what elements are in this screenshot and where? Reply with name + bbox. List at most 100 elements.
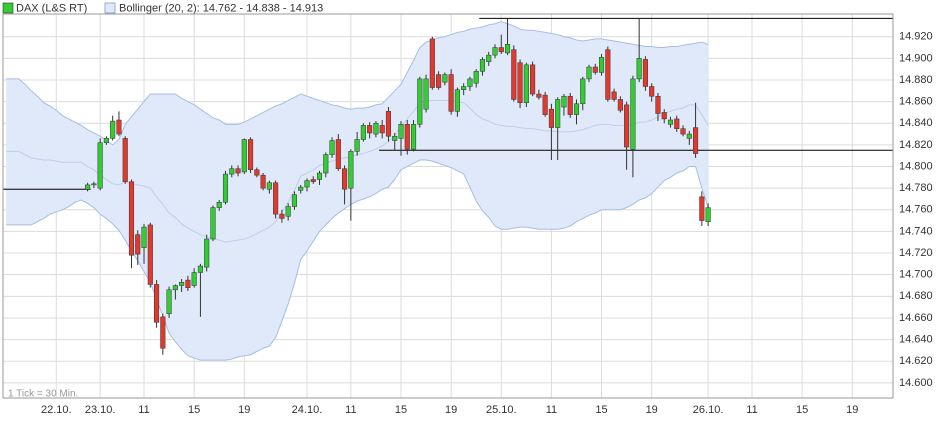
x-tick-label: 22.10. (41, 404, 72, 416)
candle-body (116, 119, 122, 135)
candle-body (298, 186, 304, 191)
candle-body (222, 173, 229, 203)
candle-body (160, 316, 166, 349)
candle-body (423, 78, 429, 110)
y-tick-label: 14.760 (899, 204, 933, 216)
candle-body (279, 213, 285, 219)
candle-body (273, 182, 279, 215)
candle-body (204, 238, 210, 268)
y-tick-label: 14.900 (899, 52, 933, 64)
candle-body (135, 234, 141, 255)
candle-body (241, 139, 247, 173)
candle-body (580, 78, 586, 105)
y-tick-label: 14.680 (899, 290, 933, 302)
candle-body (291, 194, 297, 207)
candle-body (141, 226, 147, 248)
candle-body (360, 125, 366, 140)
x-tick-label: 19 (445, 404, 457, 416)
y-tick-label: 14.740 (899, 225, 933, 237)
x-tick-label: 11 (746, 404, 757, 416)
candle-body (486, 54, 492, 62)
candle-body (630, 78, 636, 150)
y-tick-label: 14.820 (899, 139, 933, 151)
candle-body (110, 120, 116, 139)
candle-body (229, 168, 235, 175)
candle-body (479, 59, 486, 72)
candle-body (498, 47, 504, 53)
candle-body (492, 47, 498, 56)
x-tick-label: 11 (345, 404, 356, 416)
candle-body (310, 179, 316, 182)
plot-area: 14.600 14.620 14.640 14.660 14.680 14.700 14.7… (2, 13, 933, 416)
y-tick-label: 14.720 (899, 247, 933, 259)
candle-body (342, 168, 348, 190)
x-tick-label: 15 (595, 404, 607, 416)
candle-body (410, 124, 417, 150)
x-tick-label: 11 (546, 404, 557, 416)
candle-body (624, 104, 630, 148)
candle-body (636, 58, 642, 80)
x-tick-label: 19 (238, 404, 250, 416)
y-tick-label: 14.600 (899, 377, 933, 389)
candle-body (567, 95, 573, 115)
candle-body (103, 138, 109, 143)
candle-body (667, 119, 674, 125)
candle-body (504, 44, 511, 54)
candle-body (398, 124, 404, 139)
candle-body (367, 125, 373, 134)
candle-body (680, 128, 686, 135)
candle-body (605, 49, 611, 100)
candle-body (185, 279, 191, 288)
candle-body (655, 95, 661, 114)
candle-body (693, 127, 699, 154)
x-tick-label: 15 (395, 404, 407, 416)
candle-body (172, 285, 178, 291)
candle-body (128, 181, 135, 256)
band-lower (6, 159, 709, 361)
candle-body (147, 224, 153, 285)
candle-body (511, 49, 517, 100)
y-tick-label: 14.640 (899, 333, 933, 345)
candle-body (329, 140, 335, 155)
plot-border (2, 13, 894, 399)
legend-label: DAX (L&S RT) (16, 2, 87, 14)
candle-body (592, 66, 598, 73)
candle-body (323, 154, 329, 174)
x-tick-label: 15 (188, 404, 200, 416)
candle-body (335, 139, 341, 169)
candle-body (235, 168, 241, 174)
candle-body (686, 133, 692, 139)
candle-body (417, 78, 423, 125)
candle-body (442, 74, 448, 83)
candle-body (611, 91, 617, 100)
x-tick-label: 11 (138, 404, 149, 416)
candle-body (586, 66, 592, 80)
y-tick-label: 14.620 (899, 355, 933, 367)
y-tick-label: 14.860 (899, 96, 933, 108)
x-tick-label: 24.10. (292, 404, 323, 416)
x-tick-label: 23.10. (85, 404, 116, 416)
candle-body (285, 206, 291, 217)
band-area (6, 21, 709, 361)
note: 1 Tick = 30 Min. (8, 389, 78, 400)
candle-body (429, 38, 435, 88)
candle-body (154, 284, 160, 323)
candle-body (254, 169, 260, 176)
y-tick-label: 14.660 (899, 312, 933, 324)
candle-body (122, 138, 128, 182)
y-tick-label: 14.780 (899, 182, 933, 194)
candle-body (304, 180, 310, 188)
candle-body (348, 151, 354, 189)
candle-body (699, 196, 705, 221)
candle-body (674, 118, 680, 129)
y-tick-label: 14.700 (899, 269, 933, 281)
candle-body (373, 123, 379, 135)
x-tick-label: 19 (846, 404, 858, 416)
candle-body (85, 184, 91, 190)
candle-body (461, 86, 467, 90)
candle-body (555, 99, 561, 128)
candle-body (216, 201, 222, 208)
candle-body (197, 265, 203, 273)
candle-body (517, 62, 523, 103)
